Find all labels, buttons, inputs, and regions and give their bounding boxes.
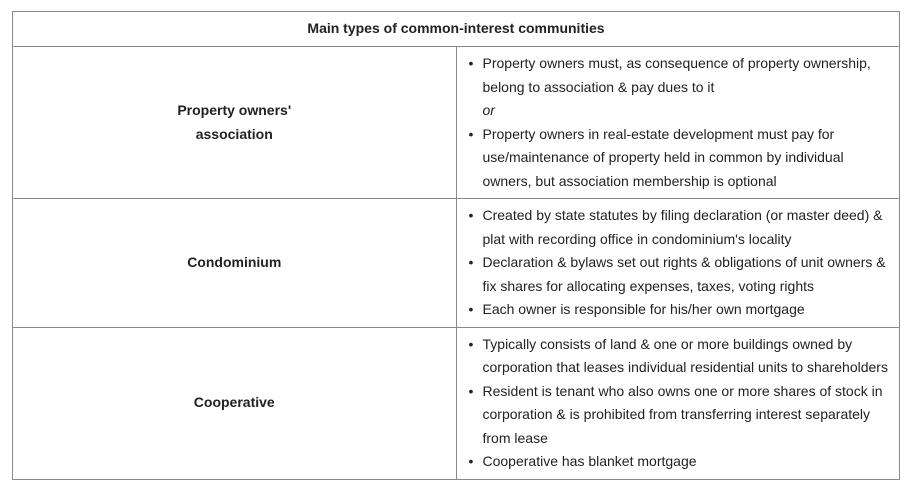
bullet-icon: • [468,125,474,142]
list-item-text: Property owners must, as consequence of … [482,55,871,95]
row-label-property-owners-association: Property owners' association [12,46,457,199]
row-label-cooperative: Cooperative [12,326,457,480]
row-description-property-owners-association: • Property owners must, as consequence o… [455,46,900,199]
bullet-icon: • [468,207,474,223]
list-item-text: Declaration & bylaws set out rights & ob… [482,254,886,294]
bullet-icon: • [468,254,474,270]
common-interest-table-container: Main types of common-interest communitie… [12,11,900,480]
list-item-text: Typically consists of land & one or more… [482,335,888,376]
list-item: • Cooperative has blanket mortgage [469,450,894,474]
list-item: • Typically consists of land & one or mo… [469,333,894,380]
bullet-icon: • [468,335,474,352]
list-item-text: Created by state statutes by filing decl… [482,207,883,247]
list-item: • Property owners in real-estate develop… [469,123,894,194]
common-interest-table: Main types of common-interest communitie… [12,11,900,480]
row-label-condominium: Condominium [12,198,457,328]
list-item-text: Property owners in real-estate developme… [482,125,844,189]
table-header-row: Main types of common-interest communitie… [12,11,900,47]
bullet-list: • Created by state statutes by filing de… [467,204,894,322]
bullet-icon: • [468,382,474,399]
list-item: • Property owners must, as consequence o… [469,52,894,123]
bullet-list: • Property owners must, as consequence o… [467,52,894,193]
table-row-condominium: Condominium • Created by state statutes … [12,198,900,328]
list-item: • Each owner is responsible for his/her … [469,298,894,322]
list-item: • Resident is tenant who also owns one o… [469,380,894,451]
row-label-text: Property owners' association [177,102,292,142]
list-item: • Created by state statutes by filing de… [469,204,894,251]
list-item-text: Resident is tenant who also owns one or … [482,382,883,446]
bullet-icon: • [468,301,474,317]
table-row-cooperative: Cooperative • Typically consists of land… [12,326,900,480]
row-description-cooperative: • Typically consists of land & one or mo… [455,326,900,480]
list-item-text: Cooperative has blanket mortgage [482,453,697,469]
list-item-text: Each owner is responsible for his/her ow… [482,301,805,317]
table-title: Main types of common-interest communitie… [12,11,900,47]
table-row-property-owners-association: Property owners' association • Property … [12,46,900,199]
bullet-icon: • [468,453,474,469]
bullet-list: • Typically consists of land & one or mo… [467,333,894,474]
or-separator: or [482,102,495,118]
row-description-condominium: • Created by state statutes by filing de… [455,198,900,328]
list-item: • Declaration & bylaws set out rights & … [469,251,894,298]
bullet-icon: • [468,55,474,71]
